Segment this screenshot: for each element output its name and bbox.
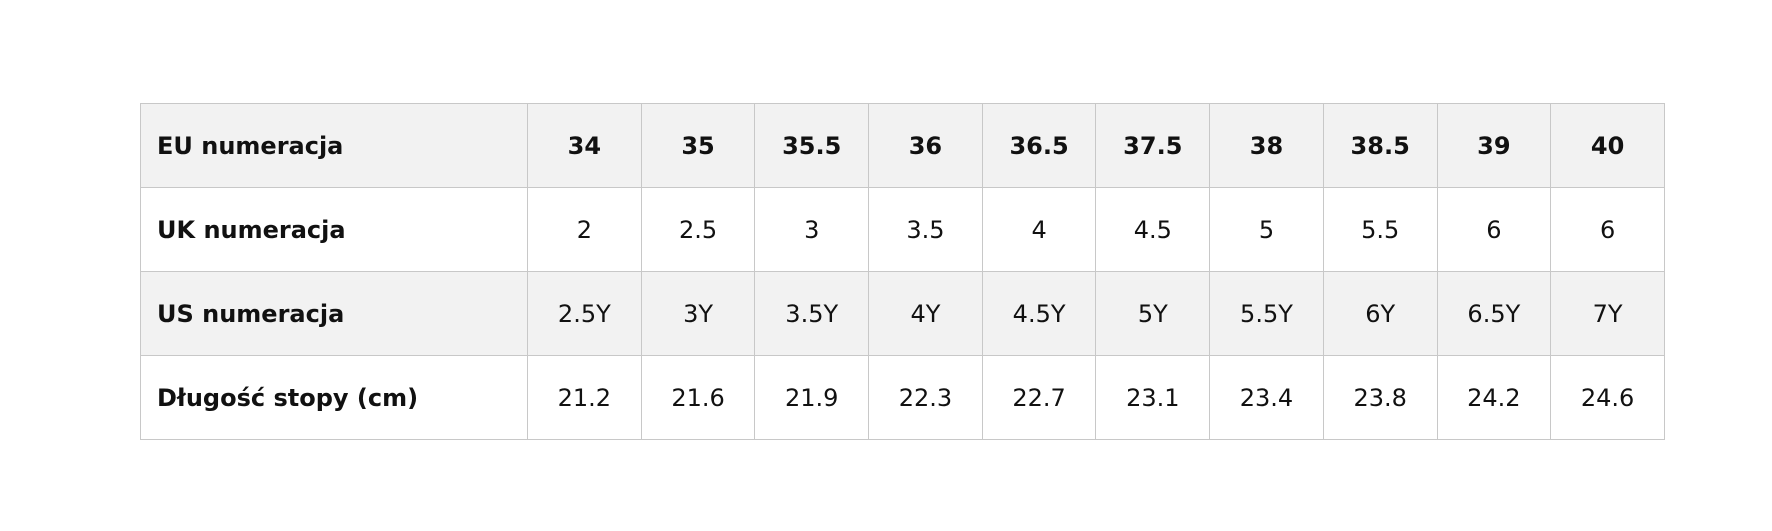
table-cell: 23.8 xyxy=(1322,355,1438,440)
size-chart-table: EU numeracja 34 35 35.5 36 36.5 37.5 38 38.5 39 40… xyxy=(140,103,1665,440)
row-label: EU numeracja xyxy=(140,103,528,188)
table-cell: 6.5Y xyxy=(1436,271,1552,356)
row-label: Długość stopy (cm) xyxy=(140,355,528,440)
table-cell: 37.5 xyxy=(1095,103,1211,188)
table-cell: 3.5Y xyxy=(754,271,870,356)
table-cell: 22.7 xyxy=(981,355,1097,440)
table-cell: 5.5 xyxy=(1322,187,1438,272)
table-cell: 24.6 xyxy=(1550,355,1665,440)
table-cell: 2.5 xyxy=(640,187,756,272)
table-cell: 4Y xyxy=(868,271,983,356)
table-cell: 2 xyxy=(527,187,642,272)
row-label: US numeracja xyxy=(140,271,528,356)
table-cell: 34 xyxy=(527,103,642,188)
table-row-eu: EU numeracja 34 35 35.5 36 36.5 37.5 38 38.5 39 40 xyxy=(140,103,1665,188)
table-cell: 35.5 xyxy=(754,103,870,188)
table-row-uk: UK numeracja 2 2.5 3 3.5 4 4.5 5 5.5 6 6 xyxy=(140,187,1665,272)
table-cell: 4.5Y xyxy=(981,271,1097,356)
table-cell: 23.1 xyxy=(1095,355,1211,440)
table-cell: 24.2 xyxy=(1436,355,1552,440)
table-cell: 36.5 xyxy=(981,103,1097,188)
table-row-foot-length: Długość stopy (cm) 21.2 21.6 21.9 22.3 22.7 23… xyxy=(140,355,1665,440)
table-cell: 4 xyxy=(981,187,1097,272)
table-cell: 5 xyxy=(1209,187,1324,272)
table-cell: 6 xyxy=(1550,187,1665,272)
table-cell: 5.5Y xyxy=(1209,271,1324,356)
table-cell: 35 xyxy=(640,103,756,188)
table-cell: 38 xyxy=(1209,103,1324,188)
table-cell: 38.5 xyxy=(1322,103,1438,188)
table-cell: 6Y xyxy=(1322,271,1438,356)
table-cell: 3.5 xyxy=(868,187,983,272)
table-cell: 40 xyxy=(1550,103,1665,188)
table-cell: 23.4 xyxy=(1209,355,1324,440)
table-cell: 21.2 xyxy=(527,355,642,440)
table-cell: 7Y xyxy=(1550,271,1665,356)
table-cell: 3Y xyxy=(640,271,756,356)
table-cell: 4.5 xyxy=(1095,187,1211,272)
table-cell: 2.5Y xyxy=(527,271,642,356)
table-cell: 36 xyxy=(868,103,983,188)
table-cell: 21.9 xyxy=(754,355,870,440)
table-cell: 21.6 xyxy=(640,355,756,440)
table-cell: 39 xyxy=(1436,103,1552,188)
table-cell: 3 xyxy=(754,187,870,272)
table-cell: 5Y xyxy=(1095,271,1211,356)
table-cell: 6 xyxy=(1436,187,1552,272)
table-row-us: US numeracja 2.5Y 3Y 3.5Y 4Y 4.5Y 5Y 5.5Y 6Y 6.5Y… xyxy=(140,271,1665,356)
table-cell: 22.3 xyxy=(868,355,983,440)
row-label: UK numeracja xyxy=(140,187,528,272)
